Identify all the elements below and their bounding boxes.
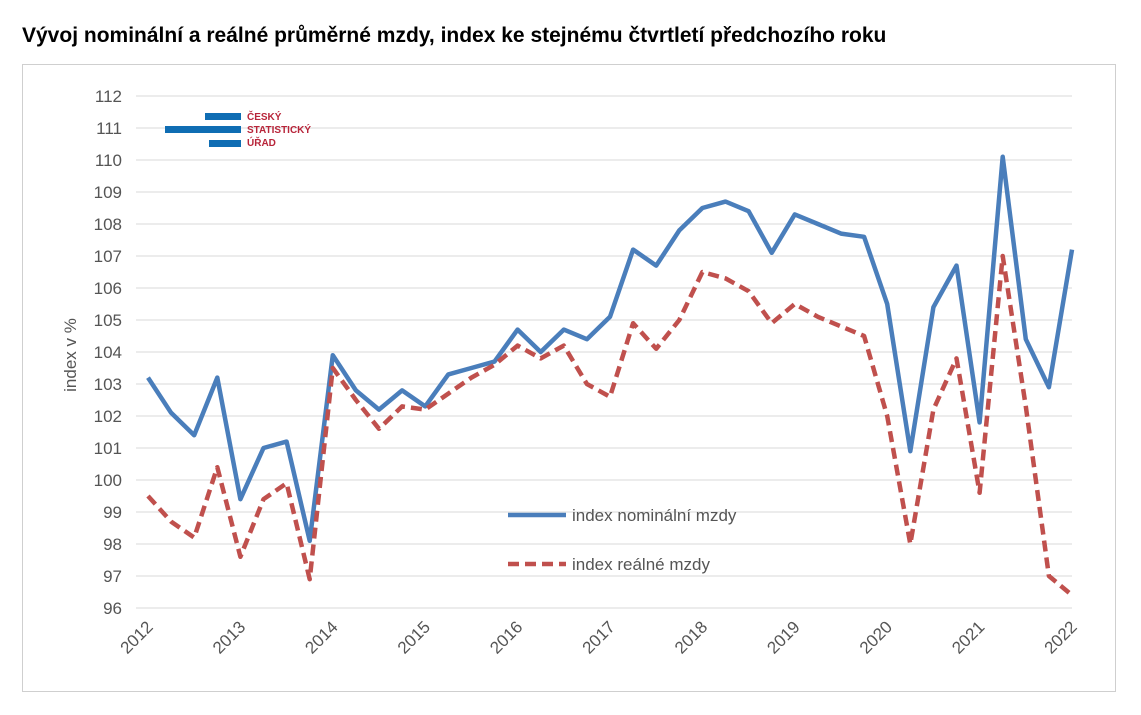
y-tick-label: 109 bbox=[94, 183, 122, 202]
x-tick-label: 2012 bbox=[117, 617, 157, 657]
x-tick-label: 2015 bbox=[394, 617, 434, 657]
y-tick-label: 103 bbox=[94, 375, 122, 394]
y-axis-label: index v % bbox=[61, 318, 80, 392]
y-tick-label: 104 bbox=[94, 343, 122, 362]
y-tick-label: 102 bbox=[94, 407, 122, 426]
y-tick-label: 112 bbox=[95, 87, 122, 106]
x-tick-label: 2020 bbox=[856, 617, 896, 657]
series-lines bbox=[146, 154, 1075, 597]
x-tick-label: 2018 bbox=[671, 617, 711, 657]
y-tick-label: 98 bbox=[103, 535, 122, 554]
chart-frame bbox=[22, 64, 1116, 692]
y-tick-label: 101 bbox=[94, 439, 122, 458]
x-tick-label: 2013 bbox=[209, 617, 249, 657]
y-tick-label: 108 bbox=[94, 215, 122, 234]
logo-line-3: ÚŘAD bbox=[247, 136, 276, 149]
y-tick-label: 105 bbox=[94, 311, 122, 330]
x-tick-label: 2016 bbox=[486, 617, 526, 657]
logo: ČESKÝ STATISTICKÝ ÚŘAD bbox=[165, 110, 311, 149]
x-tick-label: 2021 bbox=[948, 617, 988, 657]
y-axis-ticks: 96 97 98 99 100 101 102 103 104 105 106 107 108 109 11… bbox=[94, 87, 122, 618]
series-line-nominal bbox=[146, 154, 1075, 544]
gridlines bbox=[136, 95, 1072, 609]
logo-bar-middle bbox=[165, 126, 241, 133]
y-tick-label: 97 bbox=[103, 567, 122, 586]
y-tick-label: 100 bbox=[94, 471, 122, 490]
y-tick-label: 99 bbox=[103, 503, 122, 522]
x-tick-label: 2019 bbox=[763, 617, 803, 657]
x-axis-ticks: 2012 2013 2014 2015 2016 2017 2018 2019 2020 2021… bbox=[117, 617, 1081, 657]
chart-title: Vývoj nominální a reálné průměrné mzdy, … bbox=[22, 24, 887, 47]
legend-label-nominal: index nominální mzdy bbox=[572, 506, 737, 525]
logo-bar-bottom bbox=[209, 140, 241, 147]
y-tick-label: 111 bbox=[96, 119, 122, 138]
y-tick-label: 106 bbox=[94, 279, 122, 298]
legend-label-real: index reálné mzdy bbox=[572, 555, 710, 574]
logo-line-1: ČESKÝ bbox=[247, 110, 282, 123]
y-tick-label: 107 bbox=[94, 247, 122, 266]
x-tick-label: 2022 bbox=[1041, 617, 1081, 657]
y-tick-label: 96 bbox=[103, 599, 122, 618]
x-tick-label: 2017 bbox=[579, 617, 619, 657]
series-line-real bbox=[146, 253, 1074, 597]
logo-line-2: STATISTICKÝ bbox=[247, 123, 311, 136]
logo-bar-top bbox=[205, 113, 241, 120]
legend: index nominální mzdy index reálné mzdy bbox=[508, 506, 737, 574]
y-tick-label: 110 bbox=[95, 151, 122, 170]
x-tick-label: 2014 bbox=[301, 617, 341, 657]
